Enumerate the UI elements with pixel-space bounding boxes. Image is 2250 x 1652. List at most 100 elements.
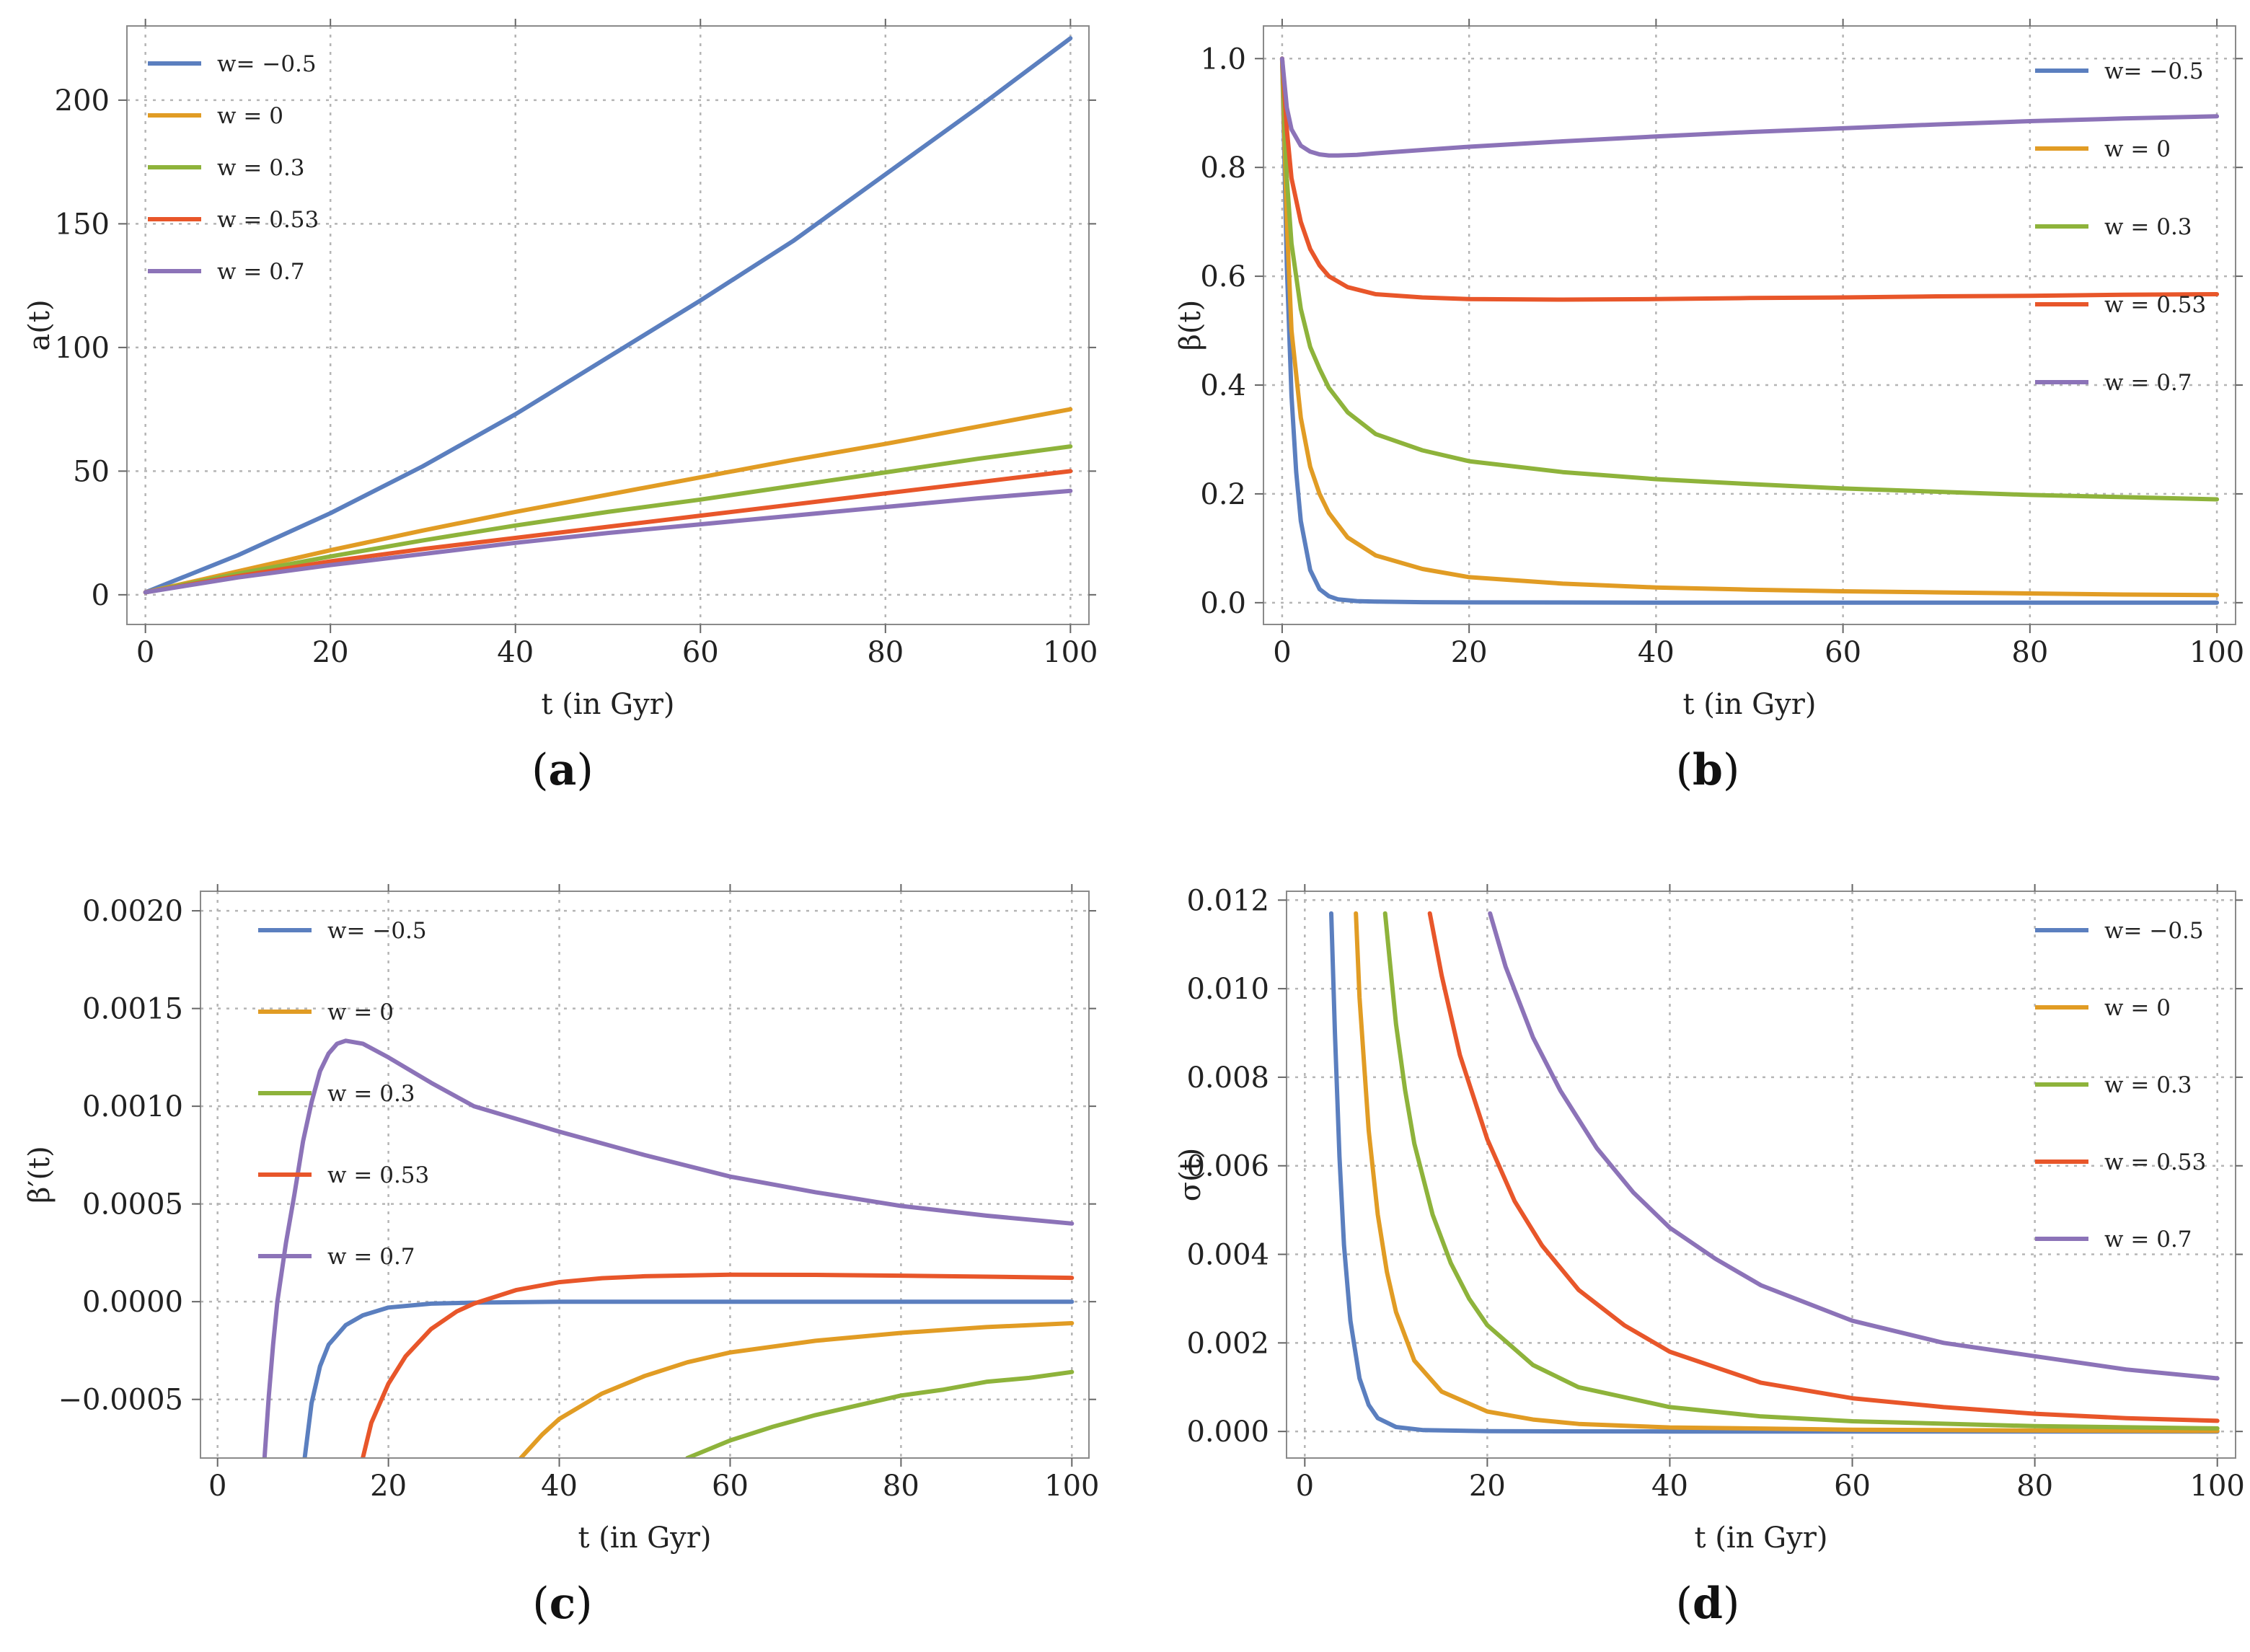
series-line-d-1	[1354, 911, 2220, 1434]
legend-label: w= −0.5	[217, 51, 317, 77]
x-tick-label: 100	[1043, 636, 1098, 669]
x-tick-label: 60	[1825, 636, 1861, 669]
y-tick-label: 0	[92, 579, 110, 612]
y-tick-label: 0.004	[1186, 1239, 1269, 1272]
y-tick-label: 0.0000	[82, 1286, 183, 1319]
legend-label: w = 0.3	[2104, 214, 2192, 240]
x-tick-label: 80	[867, 636, 904, 669]
x-tick-label: 60	[712, 1470, 749, 1503]
x-tick-label: 40	[1651, 1470, 1688, 1503]
y-tick-label: 0.8	[1200, 151, 1246, 185]
legend-label: w = 0.3	[2104, 1072, 2192, 1098]
series-line-a-1	[143, 407, 1073, 595]
series-line-c-1	[519, 1321, 1075, 1458]
x-tick-label: 60	[682, 636, 719, 669]
y-axis-label: a(t)	[23, 299, 56, 350]
series-line-c-4	[262, 1038, 1075, 1458]
series-line-a-4	[143, 488, 1073, 595]
x-tick-label: 0	[136, 636, 154, 669]
y-tick-label: 0.6	[1200, 260, 1246, 293]
series-line-b-4	[1279, 56, 2220, 158]
y-tick-label: 0.008	[1186, 1061, 1269, 1095]
y-tick-label: 1.0	[1200, 43, 1246, 76]
legend-label: w= −0.5	[2104, 918, 2204, 944]
panel-label: (c)	[532, 1578, 592, 1629]
legend-label: w = 0	[217, 103, 283, 129]
y-tick-label: 0.4	[1200, 369, 1246, 402]
x-tick-label: 40	[1638, 636, 1675, 669]
chart-panel-c: 0 20 40 60 80 100 −0.0005 0.0000 0.0005 0.0010 0.0…	[23, 884, 1099, 1629]
plot-frame	[1286, 891, 2236, 1459]
y-tick-label: 0.000	[1186, 1415, 1269, 1449]
legend-label: w = 0	[2104, 995, 2171, 1021]
y-tick-label: 150	[55, 208, 110, 241]
x-tick-label: 40	[497, 636, 534, 669]
legend-label: w = 0.7	[327, 1244, 415, 1270]
legend-label: w = 0.53	[327, 1162, 429, 1188]
chart-panel-a: 0 20 40 60 80 100 0 50 100 150 200 t (in Gyr) a(t) w=…	[23, 19, 1098, 795]
legend: w= −0.5 w = 0 w = 0.3 w = 0.53 w = 0.7	[2035, 58, 2206, 396]
legend-label: w = 0.3	[217, 155, 305, 181]
series-line-d-3	[1427, 911, 2220, 1423]
series-line-c-2	[685, 1369, 1075, 1458]
legend-label: w = 0.7	[2104, 1227, 2192, 1253]
legend-label: w= −0.5	[327, 918, 427, 944]
series-line-d-2	[1382, 911, 2220, 1431]
y-tick-label: 50	[73, 455, 110, 488]
y-tick-label: 0.0010	[82, 1090, 183, 1123]
x-tick-label: 80	[2011, 636, 2048, 669]
x-tick-label: 60	[1834, 1470, 1871, 1503]
y-tick-label: 0.2	[1200, 478, 1246, 511]
x-tick-label: 100	[2189, 636, 2244, 669]
plot-frame	[1263, 25, 2236, 625]
legend-label: w = 0.53	[2104, 1149, 2206, 1175]
series-line-a-2	[143, 444, 1073, 595]
x-tick-label: 20	[1469, 1470, 1506, 1503]
x-axis-label: t (in Gyr)	[1683, 688, 1817, 721]
x-tick-label: 0	[208, 1470, 226, 1503]
series-line-b-1	[1279, 56, 2220, 598]
legend: w= −0.5 w = 0 w = 0.3 w = 0.53 w = 0.7	[2035, 918, 2206, 1253]
y-tick-label: 0.012	[1186, 884, 1269, 917]
series-line-c-0	[302, 1299, 1075, 1458]
chart-panel-d: 0 20 40 60 80 100 0.000 0.002 0.004 0.006 0.008 0.0…	[1174, 884, 2245, 1629]
x-axis-label: t (in Gyr)	[542, 688, 675, 721]
y-tick-label: 0.0	[1200, 587, 1246, 620]
panel-label: (b)	[1676, 745, 1740, 795]
x-tick-label: 20	[370, 1470, 407, 1503]
y-tick-label: −0.0005	[58, 1384, 183, 1417]
panel-label: (d)	[1676, 1578, 1740, 1629]
legend: w= −0.5 w = 0 w = 0.3 w = 0.53 w = 0.7	[148, 51, 319, 285]
y-axis-label: β′(t)	[23, 1146, 56, 1203]
y-tick-label: 0.0020	[82, 895, 183, 928]
series-line-a-0	[143, 36, 1073, 595]
legend-label: w = 0.7	[2104, 370, 2192, 396]
legend-label: w = 0.7	[217, 259, 305, 285]
x-tick-label: 80	[883, 1470, 919, 1503]
series-line-c-3	[361, 1272, 1075, 1458]
x-tick-label: 20	[312, 636, 349, 669]
x-axis-label: t (in Gyr)	[578, 1521, 712, 1555]
x-tick-label: 0	[1273, 636, 1291, 669]
legend-label: w = 0.53	[217, 207, 319, 233]
series-line-a-3	[143, 469, 1073, 595]
legend-label: w = 0	[2104, 136, 2171, 162]
series-line-d-0	[1329, 911, 2220, 1434]
plot-frame	[126, 25, 1090, 625]
y-tick-label: 0.0005	[82, 1188, 183, 1222]
legend: w= −0.5 w = 0 w = 0.3 w = 0.53 w = 0.7	[258, 918, 429, 1270]
x-tick-label: 80	[2016, 1470, 2053, 1503]
x-tick-label: 0	[1296, 1470, 1314, 1503]
y-tick-label: 0.0015	[82, 993, 183, 1026]
y-tick-label: 200	[55, 84, 110, 118]
y-tick-label: 100	[55, 332, 110, 365]
y-tick-label: 0.010	[1186, 973, 1269, 1006]
y-tick-label: 0.006	[1186, 1150, 1269, 1183]
x-axis-label: t (in Gyr)	[1695, 1521, 1828, 1555]
x-tick-label: 40	[541, 1470, 578, 1503]
y-tick-label: 0.002	[1186, 1327, 1269, 1360]
x-tick-label: 100	[1044, 1470, 1099, 1503]
plot-frame	[200, 891, 1090, 1459]
legend-label: w = 0.3	[327, 1081, 415, 1107]
